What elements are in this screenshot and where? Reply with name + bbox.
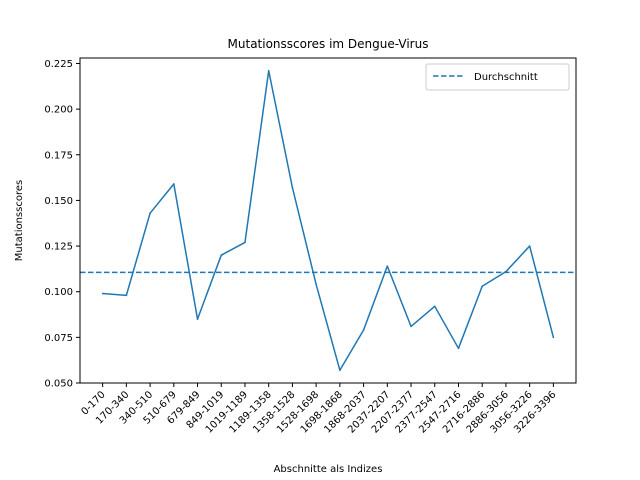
data-point — [481, 285, 483, 288]
x-axis-label: Abschnitte als Indizes — [274, 464, 383, 475]
y-tick-label: 0.100 — [44, 287, 73, 298]
data-point — [149, 212, 151, 214]
data-point — [244, 241, 246, 244]
y-axis: 0.050 0.075 0.100 0.125 0.150 0.175 0.200 0.225 — [44, 59, 80, 390]
data-point — [505, 270, 507, 273]
data-point — [101, 292, 104, 295]
data-point — [125, 294, 128, 297]
data-point — [315, 283, 317, 286]
plot-area — [80, 69, 576, 372]
data-point — [362, 329, 365, 331]
y-axis-label: Mutationsscores — [14, 180, 25, 261]
data-point — [173, 183, 175, 185]
series-line — [102, 70, 555, 371]
y-tick-label: 0.125 — [44, 242, 73, 253]
data-point — [339, 369, 341, 372]
y-tick-label: 0.200 — [44, 105, 73, 116]
y-tick-label: 0.175 — [44, 150, 73, 161]
y-tick-label: 0.150 — [44, 196, 73, 207]
data-point — [196, 318, 199, 320]
axes-frame — [79, 57, 577, 384]
data-point — [528, 245, 531, 247]
legend-box — [425, 63, 570, 91]
data-point — [552, 336, 555, 339]
data-point — [220, 254, 223, 256]
y-tick-label: 0.225 — [44, 59, 73, 70]
data-point — [386, 265, 389, 267]
x-axis: 0-170170-340340-510510-679679-849849-101… — [79, 383, 558, 436]
legend: Durchschnitt — [425, 63, 570, 91]
y-tick-label: 0.050 — [44, 379, 73, 390]
legend-label-durchschnitt: Durchschnitt — [474, 72, 538, 83]
data-point — [457, 347, 460, 350]
data-point — [410, 325, 412, 328]
chart-title: Mutationsscores im Dengue-Virus — [228, 37, 429, 51]
y-tick-label: 0.075 — [44, 333, 73, 344]
data-point — [267, 69, 270, 72]
data-point — [291, 186, 294, 189]
data-point — [433, 305, 436, 308]
